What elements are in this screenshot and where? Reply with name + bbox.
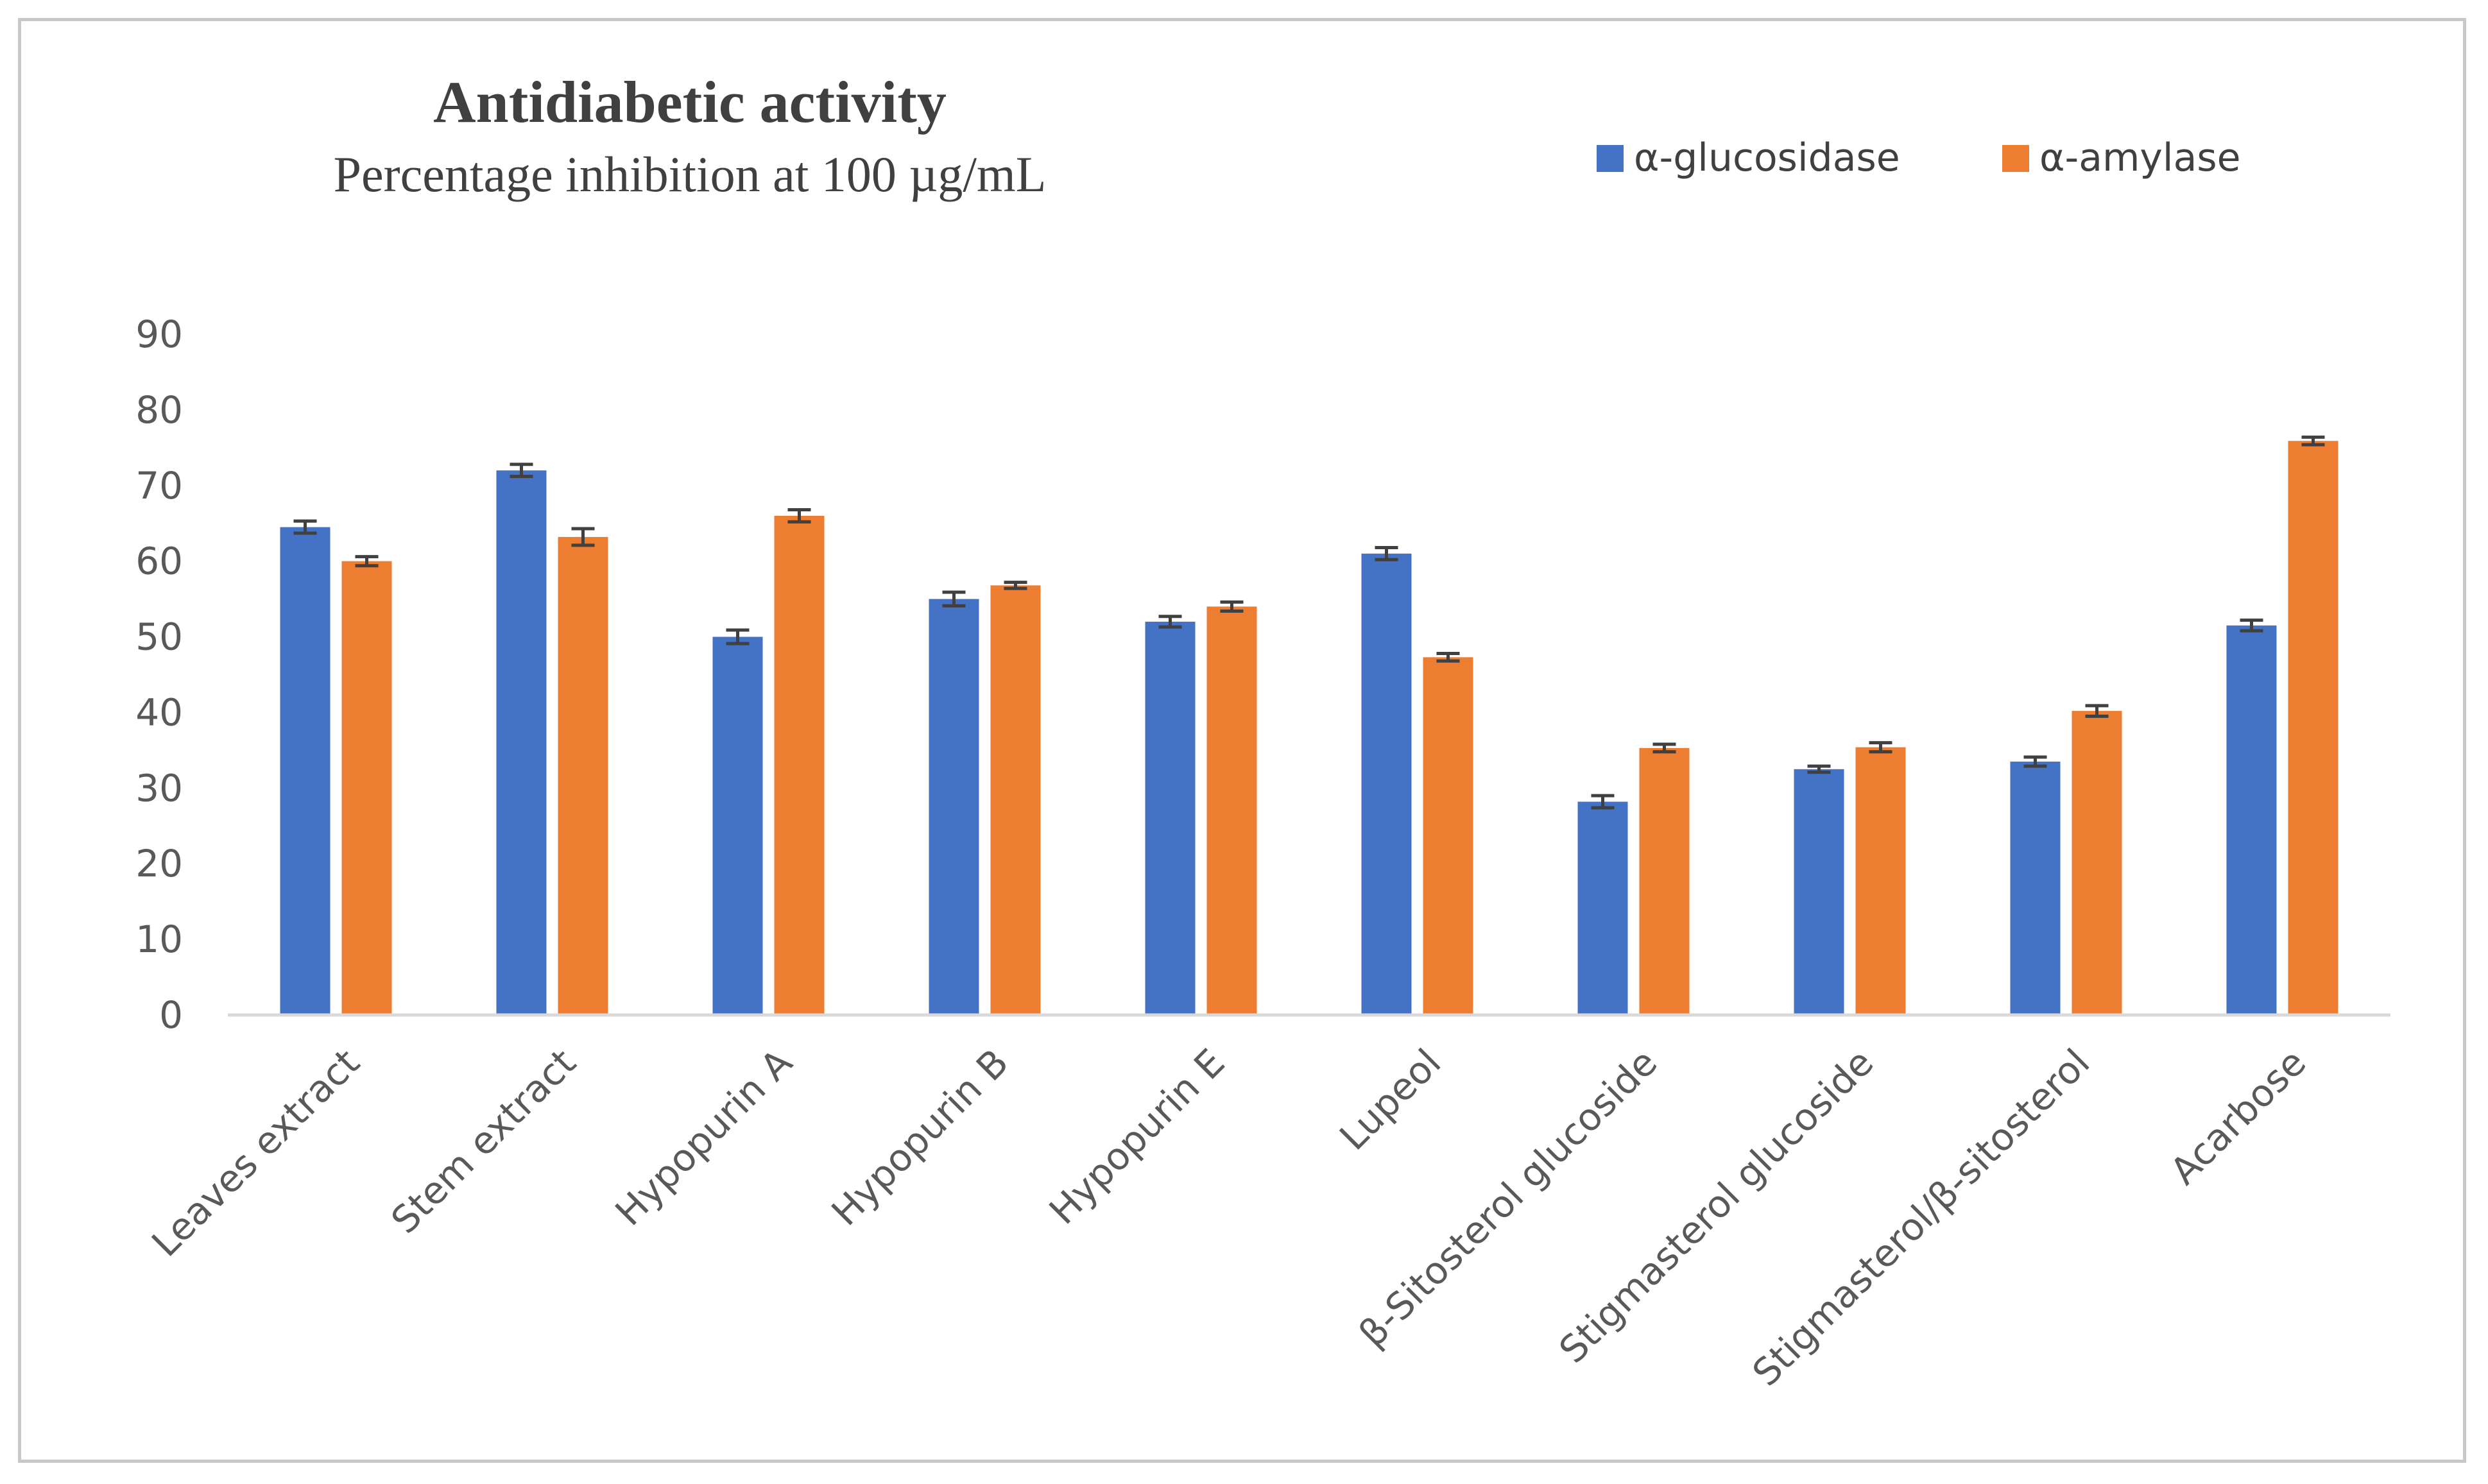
legend-swatch [2002,145,2029,172]
bar-alpha-glucosidase [2010,762,2061,1015]
y-tick-label: 90 [135,312,183,356]
bar-alpha-glucosidase [1577,801,1628,1015]
error-bar [1652,742,1676,754]
y-tick-label: 0 [159,993,183,1037]
x-axis: Leaves extract Stem extract Hypopurin A Hyp… [143,1041,2314,1395]
error-bar [1869,741,1892,754]
y-tick-label: 10 [135,917,183,961]
error-bar [1436,651,1460,663]
error-bar [1004,581,1027,590]
chart-subtitle: Percentage inhibition at 100 µg/mL [334,146,1047,202]
error-bar [293,519,317,535]
x-tick-label: Hypopurin E [1041,1041,1233,1233]
bars [280,441,2338,1015]
legend-label: α-glucosidase [1634,135,1900,180]
error-bar [1220,600,1244,613]
bar-alpha-glucosidase [2226,625,2277,1015]
bar-alpha-glucosidase [712,636,763,1015]
y-tick-label: 30 [135,766,183,810]
bar-alpha-glucosidase [496,470,547,1015]
bar-alpha-glucosidase [280,527,330,1015]
bar-alpha-amylase [558,536,608,1015]
bar-alpha-amylase [990,585,1041,1015]
y-tick-label: 50 [135,615,183,659]
legend: α-glucosidase α-amylase [1597,135,2241,180]
bar-alpha-glucosidase [1361,553,1412,1015]
x-tick-label: Acarbose [2162,1041,2315,1193]
legend-item-alpha-glucosidase: α-glucosidase [1597,135,1900,180]
error-bar [726,628,750,645]
error-bar [1158,615,1182,629]
error-bar [510,463,533,479]
chart-title: Antidiabetic activity [433,69,947,135]
x-tick-label: Hypopurin A [607,1041,801,1234]
bar-alpha-glucosidase [929,599,979,1015]
bar-alpha-amylase [1855,747,1906,1015]
error-bar [2301,435,2325,447]
bar-alpha-amylase [341,561,392,1015]
bar-alpha-amylase [2072,711,2122,1015]
error-bar [571,527,595,547]
error-bar [2240,618,2263,633]
x-tick-label: Stem extract [382,1041,584,1242]
error-bar [2023,755,2047,768]
bar-alpha-amylase [774,515,825,1015]
error-bar [2085,704,2109,718]
bar-alpha-glucosidase [1794,769,1844,1015]
y-tick-label: 40 [135,690,183,734]
y-tick-label: 60 [135,540,183,583]
bar-alpha-amylase [1206,606,1257,1015]
error-bar [787,508,811,524]
error-bars [293,435,2325,810]
legend-label: α-amylase [2039,135,2241,180]
y-tick-label: 20 [135,842,183,885]
error-bar [355,555,379,568]
bar-alpha-amylase [1423,657,1473,1015]
y-tick-label: 80 [135,388,183,432]
legend-swatch [1597,145,1624,172]
bar-alpha-amylase [2288,441,2338,1015]
y-tick-label: 70 [135,464,183,507]
error-bar [1591,794,1615,810]
error-bar [1375,545,1398,561]
legend-item-alpha-amylase: α-amylase [2002,135,2241,180]
bar-alpha-amylase [1639,747,1690,1015]
error-bar [942,590,966,608]
bar-alpha-glucosidase [1145,621,1196,1015]
y-axis: 0 10 20 30 40 50 60 70 80 90 [135,312,183,1037]
x-tick-label: Lupeol [1331,1041,1449,1159]
error-bar [1807,764,1831,774]
x-tick-label: Leaves extract [143,1041,368,1265]
x-tick-label: Hypopurin B [823,1041,1017,1234]
